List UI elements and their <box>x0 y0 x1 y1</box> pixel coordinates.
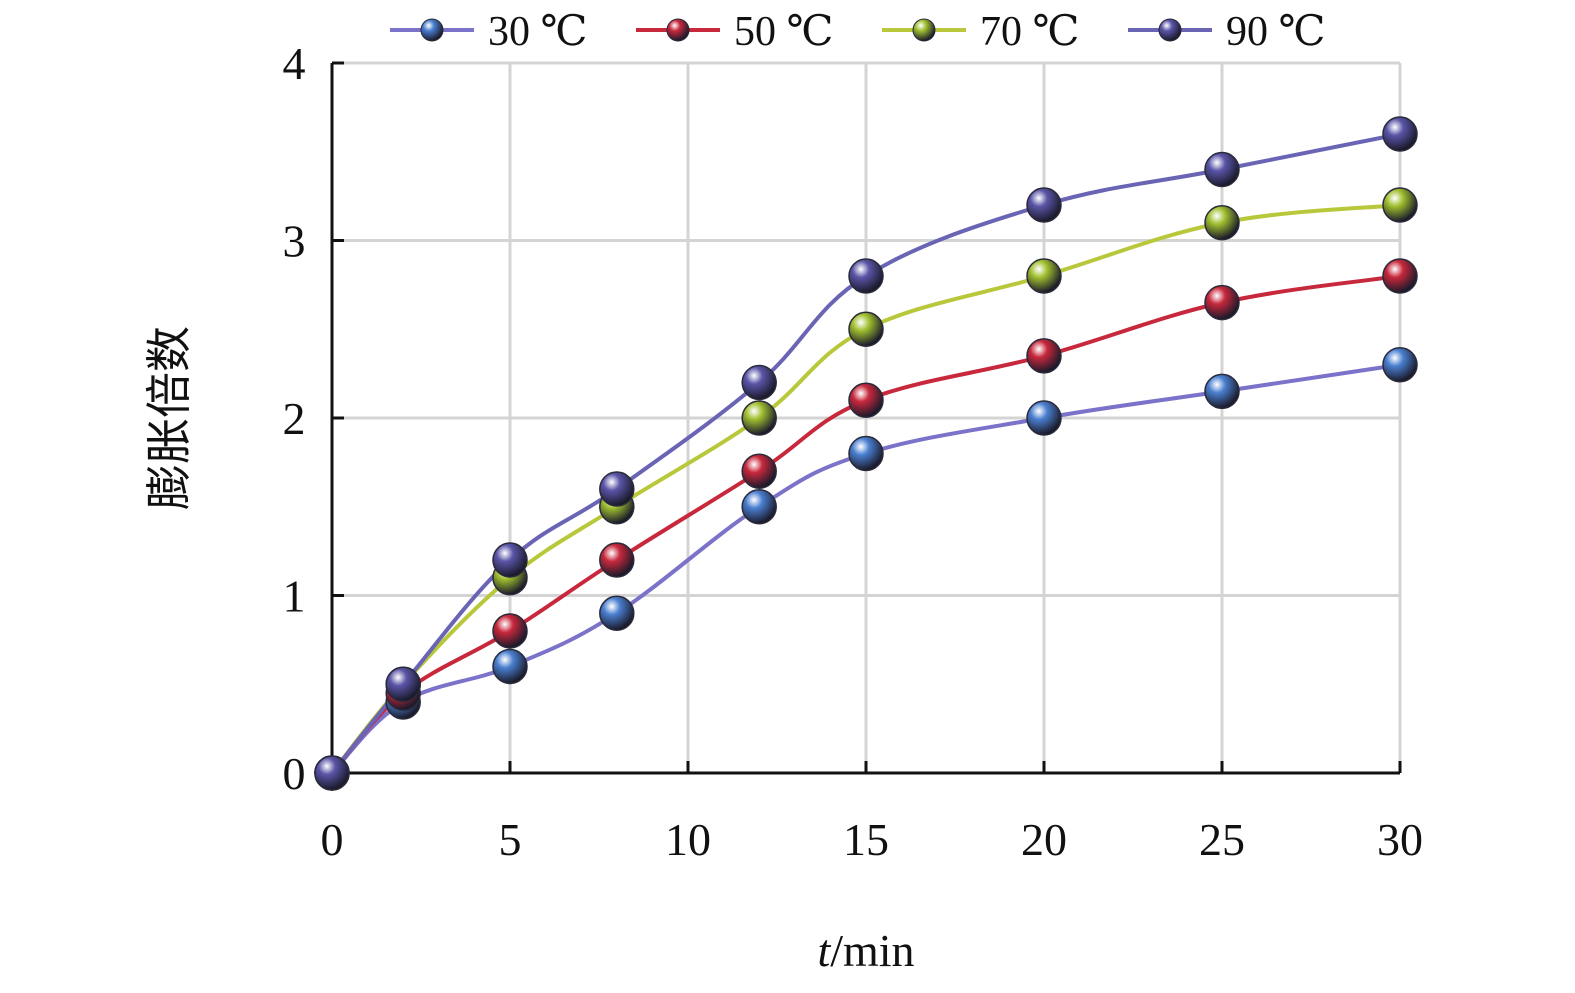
data-point <box>385 666 421 702</box>
data-point <box>1382 347 1418 383</box>
series-3 <box>330 132 1401 775</box>
legend-marker <box>912 18 936 42</box>
data-point <box>741 364 777 401</box>
legend-entry: 90 ℃ <box>1128 9 1325 55</box>
series-2 <box>330 203 1401 775</box>
data-point <box>599 471 635 507</box>
series-line <box>330 132 1401 775</box>
data-point <box>492 542 528 578</box>
data-point <box>492 613 528 649</box>
data-point <box>1382 187 1418 223</box>
legend-marker <box>666 18 690 42</box>
legend-entry: 70 ℃ <box>882 9 1079 55</box>
data-point <box>1204 205 1240 241</box>
data-point <box>599 542 635 578</box>
legend: 30 ℃ 50 ℃ 70 ℃ 90 ℃ <box>390 9 1325 55</box>
data-point <box>1382 258 1418 294</box>
data-point <box>848 258 884 294</box>
data-point <box>741 400 777 436</box>
legend-marker <box>420 18 444 42</box>
data-point <box>1026 258 1062 294</box>
x-tick-label: 25 <box>1199 814 1245 865</box>
series-layer <box>314 116 1418 791</box>
data-point <box>741 453 777 489</box>
data-point <box>1026 338 1062 374</box>
series-line <box>330 203 1401 775</box>
x-axis-label: t/min <box>817 925 914 976</box>
series-0 <box>330 362 1401 775</box>
legend-marker <box>1158 18 1182 42</box>
data-point <box>1204 373 1240 410</box>
legend-entry: 50 ℃ <box>636 9 833 55</box>
x-axis-label-unit: /min <box>830 925 914 976</box>
y-tick-label: 2 <box>283 393 306 444</box>
data-point <box>848 435 884 472</box>
y-tick-label: 0 <box>283 748 306 799</box>
x-tick-label: 10 <box>665 814 711 865</box>
legend-label: 90 ℃ <box>1226 9 1325 55</box>
data-point <box>1204 284 1240 321</box>
x-tick-label: 20 <box>1021 814 1067 865</box>
series-markers-3 <box>314 116 1418 791</box>
series-1 <box>330 274 1401 775</box>
y-tick-label: 4 <box>283 38 306 89</box>
legend-entry: 30 ℃ <box>390 9 587 55</box>
axis-labels: 膨胀倍数 t/min <box>144 326 915 976</box>
y-tick-label: 1 <box>283 571 306 622</box>
legend-label: 50 ℃ <box>734 9 833 55</box>
data-point <box>1026 400 1062 436</box>
series-line <box>330 362 1401 775</box>
series-line <box>330 274 1401 775</box>
x-tick-label: 30 <box>1377 814 1423 865</box>
data-point <box>492 648 528 685</box>
data-point <box>1382 116 1418 152</box>
y-tick-label: 3 <box>283 216 306 267</box>
data-point <box>599 595 635 631</box>
data-point <box>1204 151 1240 188</box>
y-axis-label: 膨胀倍数 <box>144 326 195 510</box>
x-tick-label: 0 <box>321 814 344 865</box>
data-point <box>848 382 884 418</box>
data-point <box>741 489 777 525</box>
x-axis-label-italic: t <box>817 925 831 976</box>
data-point <box>1026 187 1062 223</box>
data-point <box>848 311 884 347</box>
x-tick-label: 5 <box>499 814 522 865</box>
axes: 0 1 2 3 4 0 5 10 15 20 25 30 <box>283 38 1424 865</box>
legend-label: 30 ℃ <box>488 9 587 55</box>
data-point <box>314 755 350 791</box>
x-tick-label: 15 <box>843 814 889 865</box>
legend-label: 70 ℃ <box>980 9 1079 55</box>
